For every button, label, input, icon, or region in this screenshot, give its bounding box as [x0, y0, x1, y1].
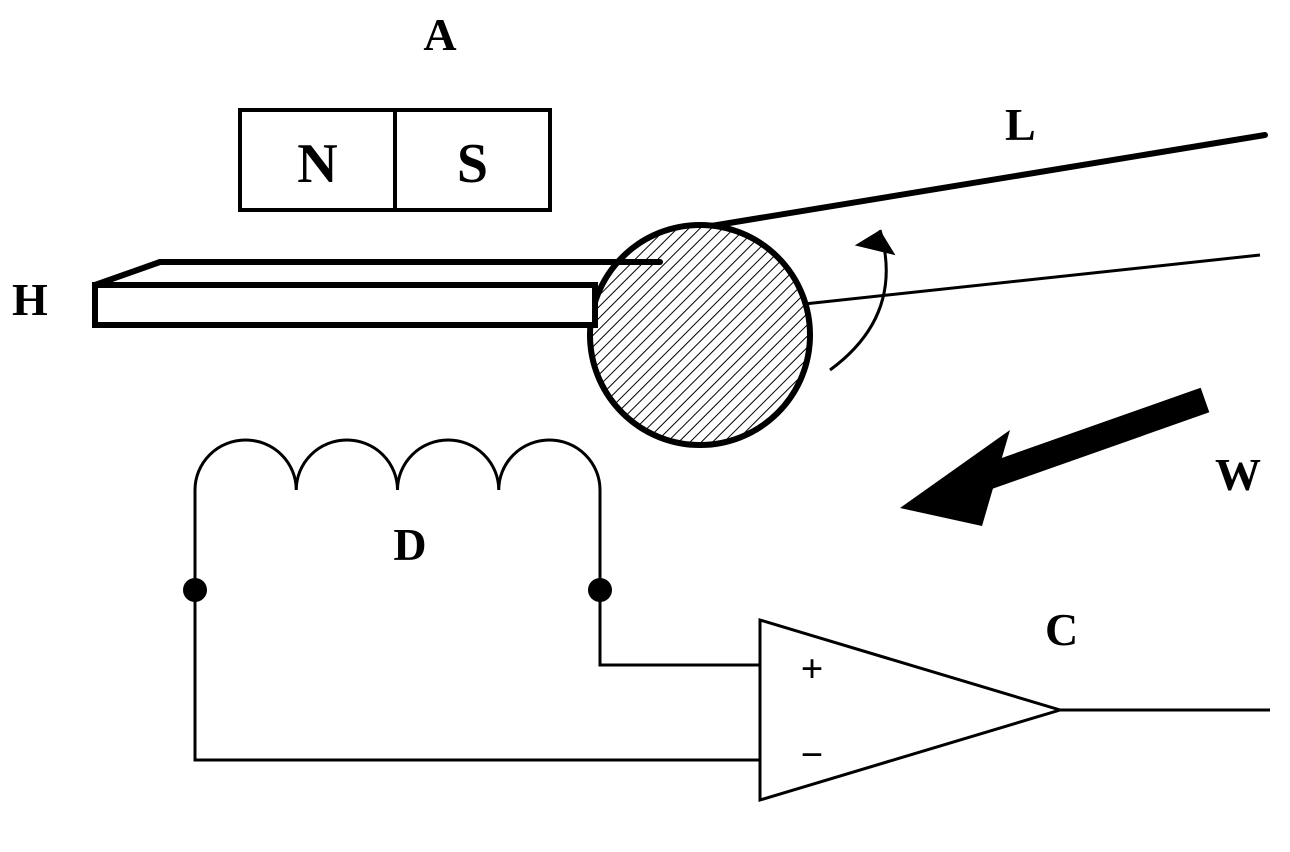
label-W: W: [1215, 449, 1261, 500]
svg-text:+: +: [801, 646, 824, 691]
label-A: A: [423, 9, 456, 60]
label-L: L: [1005, 99, 1036, 150]
label-H: H: [12, 274, 48, 325]
label-D: D: [393, 519, 426, 570]
label-C: C: [1045, 604, 1078, 655]
svg-text:S: S: [457, 133, 488, 195]
svg-text:N: N: [297, 133, 337, 195]
svg-text:−: −: [801, 732, 824, 777]
